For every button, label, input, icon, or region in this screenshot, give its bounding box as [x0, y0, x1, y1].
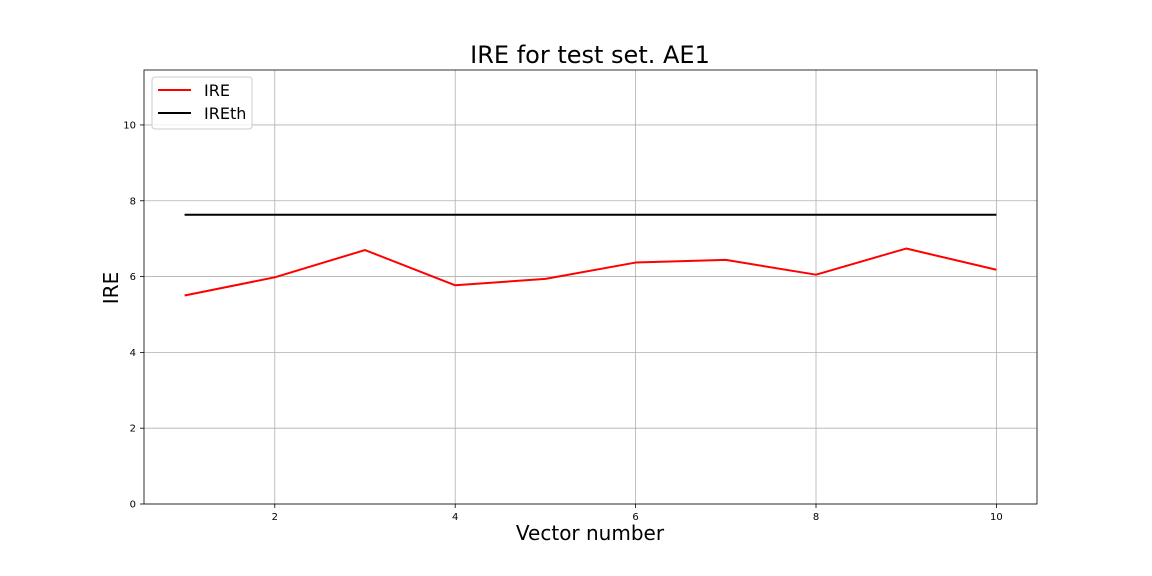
x-tick-label: 6	[632, 512, 638, 523]
y-tick-label: 6	[130, 272, 136, 283]
y-axis-label: IRE	[99, 272, 123, 304]
y-tick-label: 8	[130, 196, 136, 207]
y-tick-label: 2	[130, 424, 136, 435]
plot-frame	[143, 69, 1038, 505]
x-axis-label: Vector number	[516, 521, 665, 545]
x-tick-label: 2	[272, 512, 278, 523]
legend-label-ireth: IREth	[204, 104, 246, 123]
x-tick-label: 10	[990, 512, 1003, 523]
legend-label-ire: IRE	[204, 81, 230, 100]
x-tick-label: 4	[452, 512, 458, 523]
series-line-ire	[184, 247, 997, 297]
grid	[144, 70, 1037, 505]
y-tick-label: 10	[123, 120, 136, 131]
y-tick-label: 0	[130, 500, 136, 511]
chart-title: IRE for test set. AE1	[470, 41, 710, 69]
axis-ticks: 2 4 6 8 10 0 2 4 6 8 10	[123, 120, 1003, 523]
series-lines	[184, 213, 997, 297]
y-tick-label: 4	[130, 348, 136, 359]
x-tick-label: 8	[813, 512, 819, 523]
legend: IRE IREth	[151, 76, 253, 130]
